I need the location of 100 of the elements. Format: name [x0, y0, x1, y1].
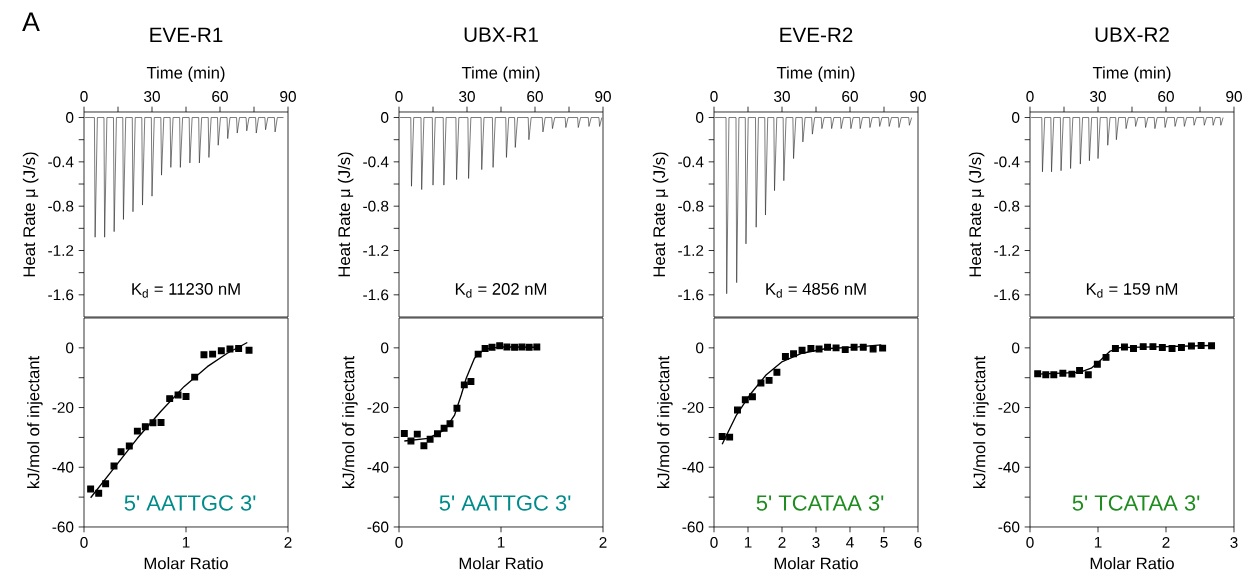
x-tick-label: 0: [80, 537, 88, 548]
point: [102, 480, 110, 488]
y-tick-label: -20: [998, 402, 1020, 413]
point: [446, 420, 454, 428]
x-axis-title: Molar Ratio: [144, 557, 228, 570]
point: [191, 373, 199, 381]
line-series: [84, 117, 284, 238]
y-tick-label: -1.2: [48, 245, 74, 256]
annotation: K$_{d}$ = 202 nM: [455, 283, 547, 298]
point: [748, 393, 756, 401]
x-tick-label: 90: [910, 91, 926, 102]
y-tick-label: -20: [682, 402, 704, 413]
x-tick-label: 60: [842, 91, 858, 102]
point: [859, 343, 867, 351]
y-tick-label: 0: [381, 342, 389, 354]
point: [511, 343, 519, 351]
point: [1168, 344, 1176, 352]
point: [1042, 371, 1050, 379]
x-axis-title: Time (min): [146, 66, 225, 82]
point: [488, 343, 496, 351]
point: [426, 435, 434, 443]
point: [1139, 343, 1147, 351]
x-axis-title: Molar Ratio: [1090, 557, 1174, 570]
point: [235, 344, 243, 352]
y-tick-label: -0.4: [48, 156, 74, 168]
y-tick-label: 0: [1012, 112, 1020, 123]
point: [1084, 371, 1092, 379]
point: [453, 404, 461, 412]
y-tick-label: 0: [66, 342, 74, 354]
y-tick-label: 0: [381, 112, 389, 123]
point: [1050, 371, 1058, 379]
point: [125, 442, 133, 450]
point: [1130, 344, 1137, 352]
point: [503, 343, 511, 351]
point: [757, 379, 765, 387]
point: [781, 353, 789, 360]
point: [440, 424, 448, 432]
x-tick-label: 0: [80, 91, 88, 102]
point: [850, 343, 858, 351]
x-axis-title: Time (min): [461, 66, 540, 82]
point: [790, 350, 798, 358]
y-tick-label: -40: [998, 461, 1020, 473]
point: [157, 419, 165, 426]
point: [200, 351, 208, 359]
x-tick-label: 0: [710, 91, 718, 102]
y-axis-title: Heat Rate μ (J/s): [22, 152, 39, 277]
y-tick-label: -1.2: [678, 245, 704, 256]
point: [245, 346, 253, 354]
point: [807, 344, 815, 352]
y-tick-label: -1.6: [994, 289, 1020, 301]
point: [1111, 344, 1119, 352]
point: [798, 346, 806, 354]
x-tick-label: 60: [1158, 91, 1174, 102]
x-tick-label: 2: [599, 537, 607, 548]
y-tick-label: -0.4: [678, 156, 704, 168]
point: [166, 395, 174, 403]
x-tick-label: 90: [595, 91, 611, 102]
x-tick-label: 30: [144, 91, 160, 102]
y-axis-title: kJ/mol of injectant: [657, 355, 673, 489]
x-tick-label: 2: [284, 537, 292, 548]
y-tick-label: -1.2: [363, 245, 389, 256]
y-tick-label: -0.8: [363, 200, 389, 212]
point: [400, 430, 408, 437]
x-tick-label: 60: [527, 91, 543, 102]
point: [467, 378, 475, 386]
x-tick-label: 0: [1026, 91, 1034, 102]
annotation: 5' AATTGC 3': [439, 495, 571, 511]
x-tick-label: 1: [497, 537, 505, 548]
point: [226, 345, 234, 353]
point: [141, 423, 149, 431]
point: [533, 343, 541, 351]
point: [496, 342, 504, 350]
x-tick-label: 60: [212, 91, 228, 102]
point: [841, 346, 849, 354]
y-axis-title: kJ/mol of injectant: [27, 355, 43, 489]
point: [718, 433, 726, 440]
x-tick-label: 0: [710, 537, 718, 548]
point: [815, 345, 823, 353]
point: [174, 391, 182, 399]
y-tick-label: -20: [367, 402, 389, 413]
x-tick-label: 0: [1026, 537, 1034, 548]
y-tick-label: -40: [367, 461, 389, 473]
chart-title: EVE-R1: [150, 27, 223, 42]
point: [133, 427, 141, 435]
y-axis-title: kJ/mol of injectant: [342, 355, 358, 489]
y-tick-label: -0.4: [994, 156, 1020, 168]
x-axis-title: Time (min): [776, 66, 855, 82]
point: [1120, 343, 1128, 351]
x-tick-label: 2: [778, 537, 786, 548]
text: A: [22, 12, 40, 31]
point: [1208, 342, 1216, 350]
y-tick-label: -0.4: [363, 156, 389, 168]
point: [518, 343, 526, 351]
annotation: K$_{d}$ = 4856 nM: [766, 283, 866, 298]
x-tick-label: 1: [182, 537, 190, 548]
y-tick-label: -1.2: [994, 245, 1020, 256]
y-tick-label: 0: [696, 112, 704, 123]
annotation: 5' TCATAA 3': [756, 495, 884, 511]
point: [832, 344, 840, 352]
y-tick-label: -0.8: [678, 200, 704, 212]
